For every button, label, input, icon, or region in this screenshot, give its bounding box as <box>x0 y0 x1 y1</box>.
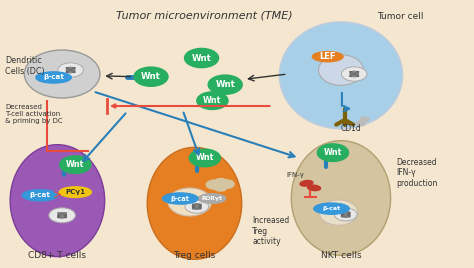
Text: LEF: LEF <box>319 52 336 61</box>
Ellipse shape <box>312 52 343 62</box>
Text: RORγt: RORγt <box>201 196 222 201</box>
Text: β-cat: β-cat <box>171 196 190 202</box>
Ellipse shape <box>198 194 226 203</box>
Ellipse shape <box>22 190 58 201</box>
Circle shape <box>214 178 228 187</box>
Text: β-cat: β-cat <box>322 206 341 211</box>
Text: Wnt: Wnt <box>66 160 84 169</box>
Text: IFN-γ: IFN-γ <box>286 172 304 178</box>
Circle shape <box>334 208 357 221</box>
Circle shape <box>189 149 220 167</box>
Text: Wnt: Wnt <box>215 80 235 89</box>
Circle shape <box>49 208 75 223</box>
Text: Wnt: Wnt <box>203 96 222 105</box>
Ellipse shape <box>314 203 349 214</box>
Circle shape <box>356 121 365 126</box>
Circle shape <box>318 144 348 161</box>
Circle shape <box>341 67 367 81</box>
Ellipse shape <box>168 188 211 216</box>
Text: Tumor microenvironment (TME): Tumor microenvironment (TME) <box>116 10 292 20</box>
Ellipse shape <box>36 72 72 83</box>
Ellipse shape <box>59 187 91 198</box>
Ellipse shape <box>319 55 364 85</box>
Circle shape <box>60 156 91 173</box>
Ellipse shape <box>308 185 320 191</box>
Ellipse shape <box>300 181 313 186</box>
Circle shape <box>197 92 228 109</box>
Text: β-cat: β-cat <box>43 75 64 80</box>
Ellipse shape <box>280 22 402 129</box>
Ellipse shape <box>147 147 242 259</box>
Text: Decreased
T-cell activation
& priming by DC: Decreased T-cell activation & priming by… <box>5 104 63 124</box>
Ellipse shape <box>24 50 100 98</box>
Ellipse shape <box>163 193 198 204</box>
Circle shape <box>58 63 83 77</box>
Text: CD8+ T cells: CD8+ T cells <box>28 251 86 260</box>
Text: Wnt: Wnt <box>141 72 161 81</box>
Text: Increased
Treg
activity: Increased Treg activity <box>252 217 289 246</box>
Text: NKT cells: NKT cells <box>321 251 361 260</box>
Circle shape <box>219 180 234 188</box>
Text: Dendritic
Cells (DC): Dendritic Cells (DC) <box>5 56 45 76</box>
Text: β-cat: β-cat <box>29 192 50 198</box>
Circle shape <box>360 117 369 122</box>
Text: Tumor cell: Tumor cell <box>377 12 423 21</box>
Text: CD1d: CD1d <box>341 124 362 133</box>
Circle shape <box>184 49 219 68</box>
Ellipse shape <box>10 145 105 257</box>
Text: Decreased
IFN-γ
production: Decreased IFN-γ production <box>397 158 438 188</box>
Text: Treg cells: Treg cells <box>173 251 216 260</box>
Text: Wnt: Wnt <box>191 54 211 62</box>
Circle shape <box>214 184 227 191</box>
Text: Wnt: Wnt <box>196 154 214 162</box>
Text: Wnt: Wnt <box>324 148 342 157</box>
Circle shape <box>185 200 209 213</box>
Circle shape <box>134 67 168 86</box>
Circle shape <box>206 180 222 189</box>
Text: PCγ1: PCγ1 <box>65 189 85 195</box>
Ellipse shape <box>319 200 358 225</box>
Ellipse shape <box>292 141 391 255</box>
Circle shape <box>208 75 242 94</box>
